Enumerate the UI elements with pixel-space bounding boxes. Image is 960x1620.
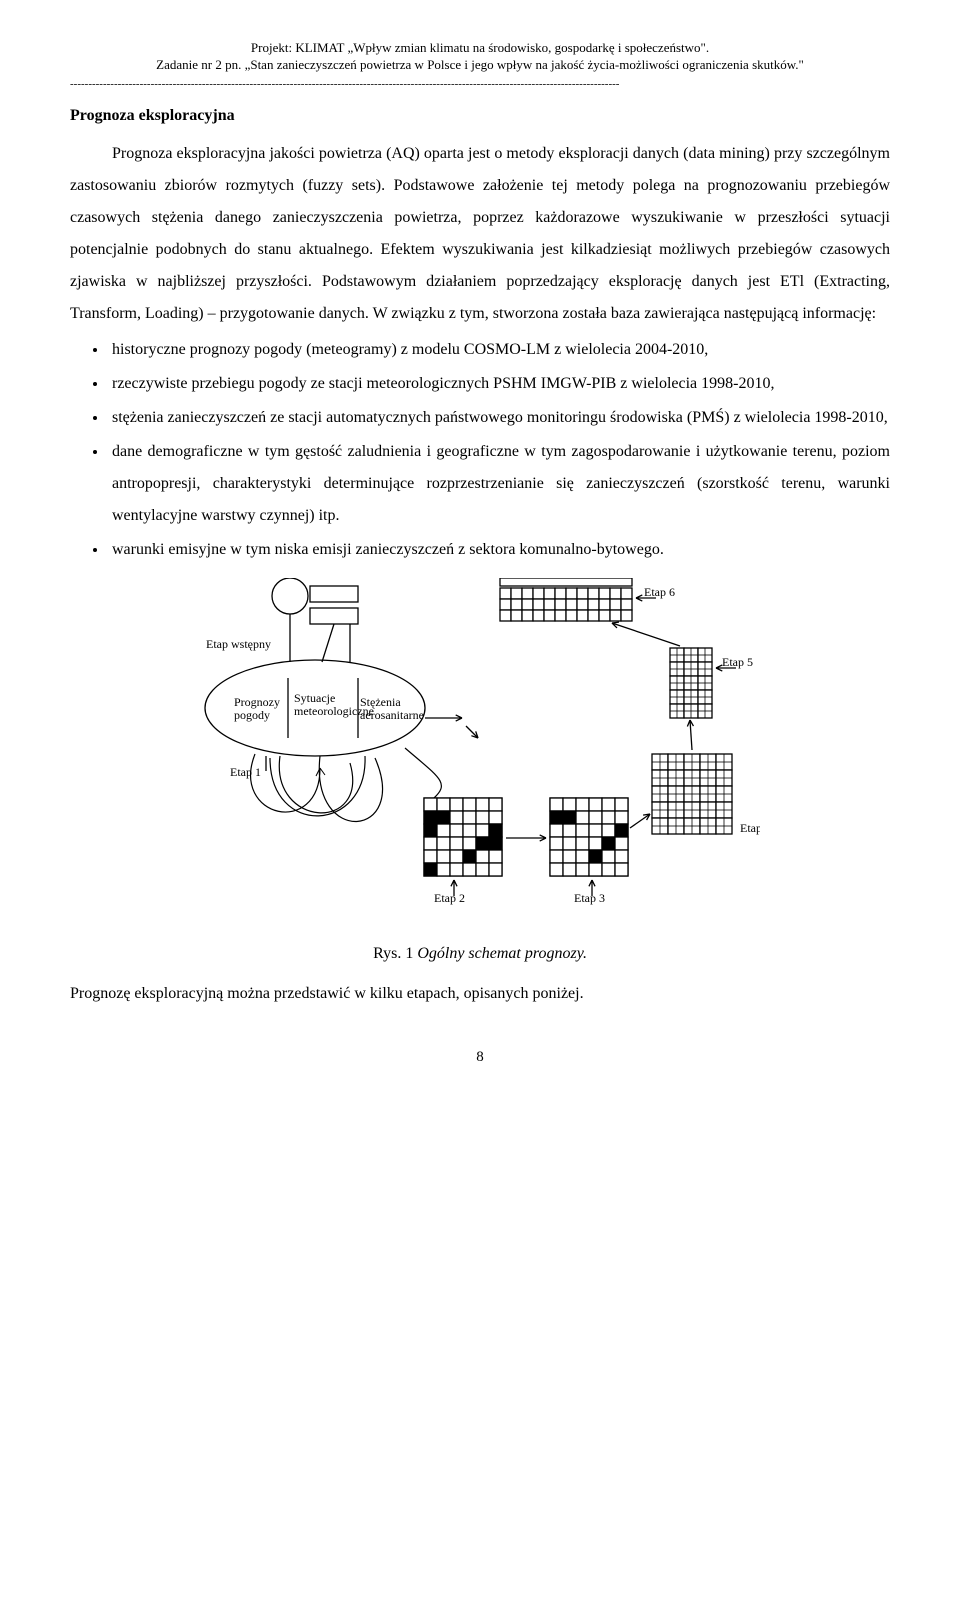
list-item: rzeczywiste przebiegu pogody ze stacji m… bbox=[108, 368, 890, 400]
caption-italic: Ogólny schemat prognozy. bbox=[417, 945, 587, 962]
list-item: warunki emisyjne w tym niska emisji zani… bbox=[108, 534, 890, 566]
list-item: stężenia zanieczyszczeń ze stacji automa… bbox=[108, 402, 890, 434]
section-title: Prognoza eksploracyjna bbox=[70, 104, 890, 128]
figure-caption: Rys. 1 Ogólny schemat prognozy. bbox=[70, 942, 890, 966]
closing-paragraph: Prognozę eksploracyjną można przedstawić… bbox=[70, 982, 890, 1006]
svg-text:Etap 2: Etap 2 bbox=[434, 891, 465, 905]
list-item: dane demograficzne w tym gęstość zaludni… bbox=[108, 436, 890, 532]
page-header: Projekt: KLIMAT „Wpływ zmian klimatu na … bbox=[70, 40, 890, 74]
schema-diagram: Etap wstępnyPrognozypogodySytuacjemeteor… bbox=[200, 578, 760, 928]
list-item: historyczne prognozy pogody (meteogramy)… bbox=[108, 334, 890, 366]
svg-text:Etap wstępny: Etap wstępny bbox=[206, 637, 271, 651]
header-divider: ----------------------------------------… bbox=[70, 76, 890, 93]
header-line-1: Projekt: KLIMAT „Wpływ zmian klimatu na … bbox=[70, 40, 890, 57]
page-number: 8 bbox=[70, 1046, 890, 1069]
caption-prefix: Rys. 1 bbox=[373, 945, 417, 962]
svg-text:Etap 1: Etap 1 bbox=[230, 765, 261, 779]
svg-text:Etap 3: Etap 3 bbox=[574, 891, 605, 905]
svg-text:Etap 4: Etap 4 bbox=[740, 821, 760, 835]
svg-text:Etap 6: Etap 6 bbox=[644, 585, 675, 599]
header-line-2: Zadanie nr 2 pn. „Stan zanieczyszczeń po… bbox=[70, 57, 890, 74]
svg-text:Etap 5: Etap 5 bbox=[722, 655, 753, 669]
bullet-list: historyczne prognozy pogody (meteogramy)… bbox=[70, 334, 890, 566]
figure-schema: Etap wstępnyPrognozypogodySytuacjemeteor… bbox=[70, 578, 890, 936]
paragraph-intro: Prognoza eksploracyjna jakości powietrza… bbox=[70, 138, 890, 330]
